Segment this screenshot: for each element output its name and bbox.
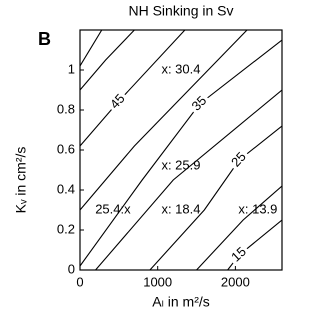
contour-label-bg [227,243,252,267]
point-label: x: 13.9 [238,201,277,216]
contour-line [196,185,282,270]
x-tick-label: 0 [76,274,83,289]
contour-label: 25 [228,149,249,170]
y-tick-label: 1 [68,61,75,76]
panel-label: B [38,29,51,49]
contour-line [80,30,186,147]
contour-label-bg [106,89,130,115]
contour-label-group: 15 [227,243,252,267]
contour-label-group: 25 [227,147,252,173]
x-tick-label: 2000 [221,274,250,289]
point-label: x: 30.4 [161,61,200,76]
point-label: 25.4:x [95,201,131,216]
contour-line [80,39,282,267]
point-label: x: 25.9 [161,157,200,172]
y-tick-label: 0 [68,261,75,276]
y-tick-label: 0.4 [57,181,75,196]
contour-label-group: 35 [187,91,212,117]
x-tick-label: 1000 [143,274,172,289]
contour-line [149,125,282,270]
y-tick-label: 0.8 [57,101,75,116]
contour-label-bg [227,147,252,173]
contour-label: 45 [107,91,128,112]
y-axis-label: Kᵥ in cm²/s [13,147,29,214]
contour-label-group: 45 [106,89,130,115]
contour-label-bg [187,91,212,117]
y-tick-label: 0.6 [57,141,75,156]
chart-title: NH Sinking in Sv [128,3,233,19]
plot-area [80,30,282,270]
point-label: x: 18.4 [161,201,200,216]
contour-label: 15 [228,244,249,265]
y-tick-label: 0.2 [57,221,75,236]
x-axis-label: Aₗ in m²/s [152,294,210,310]
contour-line [95,89,282,270]
contour-line [80,30,248,211]
contour-label: 35 [188,93,209,114]
contour-line [80,30,135,91]
contour-line [80,30,103,67]
